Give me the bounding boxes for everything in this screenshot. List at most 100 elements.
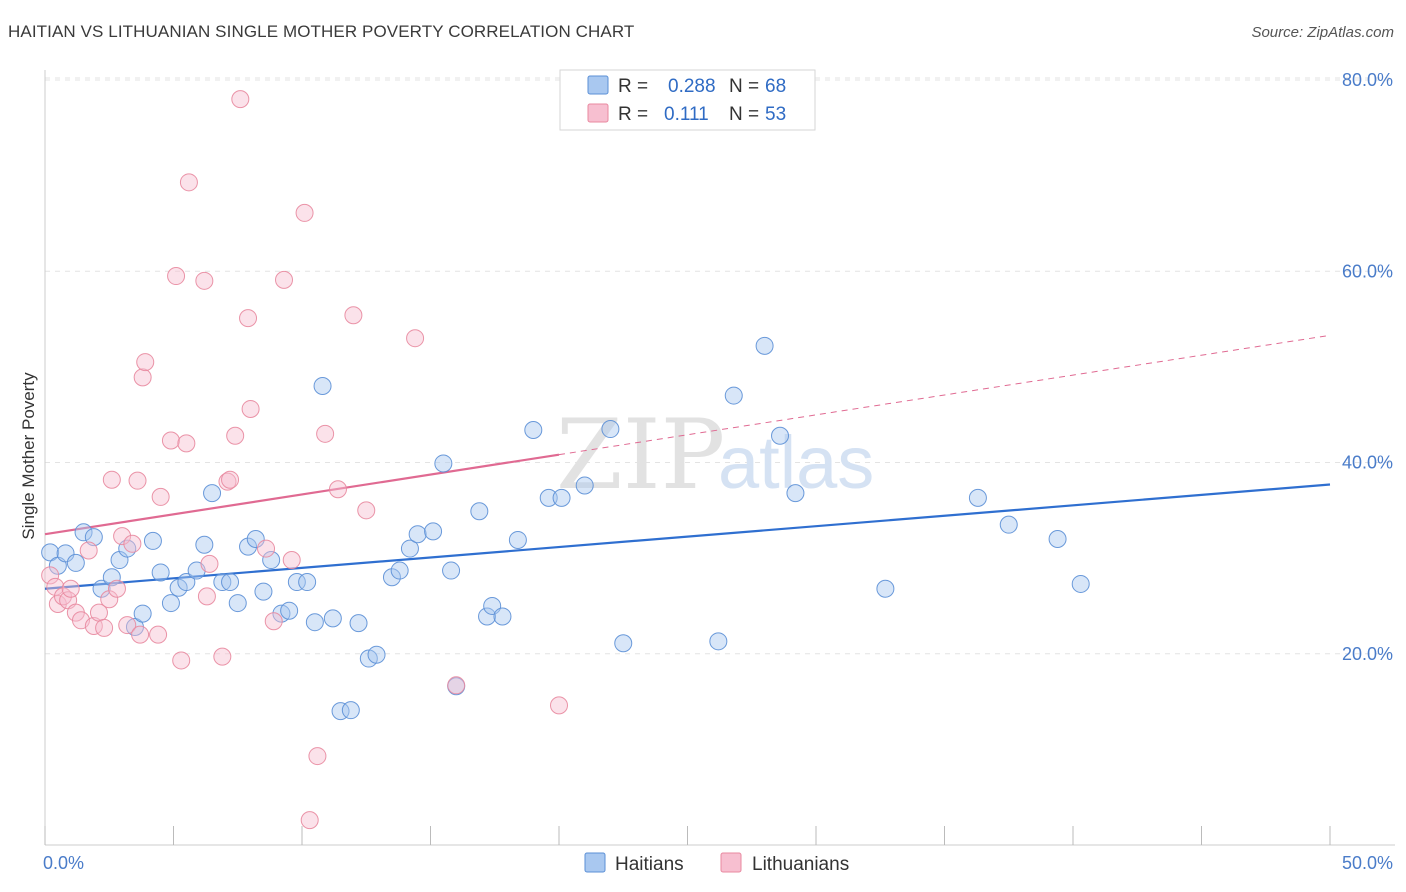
bottom-legend-label: Lithuanians xyxy=(752,854,849,875)
haitian-point xyxy=(84,528,103,547)
source-label: Source: ZipAtlas.com xyxy=(1251,24,1394,41)
haitian-point xyxy=(133,604,152,623)
haitian-point xyxy=(771,426,790,445)
x-tick-labels: 0.0% 50.0% xyxy=(43,853,1393,873)
haitian-point xyxy=(876,579,895,598)
lithuanian-point xyxy=(357,501,376,520)
haitian-point xyxy=(1048,530,1067,548)
y-tick-labels: 20.0% 40.0% 60.0% 80.0% xyxy=(1342,70,1393,664)
y-tick-label: 60.0% xyxy=(1342,261,1393,281)
watermark-atlas: atlas xyxy=(718,421,874,504)
lithuanian-point xyxy=(128,471,147,490)
lithuanian-point xyxy=(231,90,250,109)
y-axis-title: Single Mother Poverty xyxy=(19,372,38,540)
lithuanian-point xyxy=(131,625,150,644)
lithuanian-point xyxy=(300,811,319,830)
haitian-point xyxy=(262,551,281,570)
lithuanian-point xyxy=(102,470,121,489)
haitian-point xyxy=(41,543,60,562)
x-tick-label: 0.0% xyxy=(43,853,84,873)
haitian-point xyxy=(601,420,620,439)
chart-title: HAITIAN VS LITHUANIAN SINGLE MOTHER POVE… xyxy=(8,22,635,41)
lithuanian-point xyxy=(316,424,335,443)
haitian-point xyxy=(92,579,111,598)
legend-n-label: N = xyxy=(729,104,759,125)
haitian-point xyxy=(968,488,987,507)
lithuanian-point xyxy=(328,480,347,499)
haitian-point xyxy=(709,632,728,651)
y-tick-label: 40.0% xyxy=(1342,453,1393,473)
lithuanian-point xyxy=(282,551,301,570)
bottom-legend: Haitians Lithuanians xyxy=(584,852,849,875)
gridlines xyxy=(45,77,1395,655)
lithuanian-point xyxy=(133,368,152,387)
haitian-point xyxy=(161,594,180,613)
haitian-point xyxy=(298,573,317,592)
haitian-point xyxy=(195,535,214,554)
haitian-point xyxy=(305,613,324,632)
haitian-point xyxy=(478,607,497,626)
legend-swatch-lithuanians xyxy=(587,103,609,123)
haitian-point xyxy=(575,476,594,495)
haitian-point xyxy=(786,484,805,503)
haitian-point xyxy=(74,523,93,542)
lithuanian-point xyxy=(218,472,237,491)
haitian-point xyxy=(221,573,240,592)
haitian-point xyxy=(614,634,633,653)
lithuanian-point xyxy=(136,353,155,372)
haitian-point xyxy=(999,515,1018,534)
haitian-point xyxy=(539,488,558,507)
haitian-point xyxy=(203,484,222,503)
lithuanian-point xyxy=(172,651,191,670)
haitian-point xyxy=(755,336,774,355)
lithuanian-point xyxy=(177,434,196,453)
bottom-legend-swatch-haitians xyxy=(584,852,606,873)
lithuanian-point xyxy=(200,554,219,573)
bottom-legend-label: Haitians xyxy=(615,854,684,875)
haitian-point xyxy=(66,553,85,572)
legend-r-value: 0.288 xyxy=(668,76,716,97)
y-tick-label: 20.0% xyxy=(1342,644,1393,664)
lithuanian-point xyxy=(257,539,276,558)
haitian-point xyxy=(143,531,162,550)
lithuanian-point xyxy=(179,173,198,192)
lithuanian-point xyxy=(406,329,425,348)
lithuanian-point xyxy=(197,587,216,606)
lithuanian-point xyxy=(61,579,80,598)
legend-n-value: 68 xyxy=(765,76,786,97)
lithuanian-point xyxy=(46,577,65,596)
haitian-point xyxy=(228,594,247,613)
legend-r-value: 0.111 xyxy=(664,104,709,125)
lithuanian-point xyxy=(344,306,363,325)
watermark-zip: ZIP xyxy=(556,399,725,511)
haitian-point xyxy=(151,563,170,582)
haitian-point xyxy=(408,525,427,544)
haitian-point xyxy=(349,614,368,633)
haitian-point xyxy=(552,488,571,507)
haitian-point xyxy=(177,573,196,592)
haitian-point xyxy=(367,645,386,664)
legend-box: R = 0.288 N = 68 R = 0.111 N = 53 xyxy=(559,69,816,131)
bottom-legend-swatch-lithuanians xyxy=(720,852,742,873)
lithuanian-point xyxy=(275,270,294,289)
y-tick-label: 80.0% xyxy=(1342,70,1393,90)
haitian-point xyxy=(254,582,273,601)
lithuanian-point xyxy=(161,431,180,450)
haitian-point xyxy=(382,568,401,587)
lithuanian-point xyxy=(447,676,466,695)
haitian-point xyxy=(434,454,453,473)
haitian-point xyxy=(331,702,350,721)
haitian-point xyxy=(1071,574,1090,593)
lithuanian-point xyxy=(167,267,186,286)
haitian-point xyxy=(470,502,489,521)
lithuanian-point xyxy=(41,566,60,585)
trend-line-lithuanians xyxy=(44,453,560,536)
lithuanian-point xyxy=(107,579,126,598)
trend-line-haitians xyxy=(44,483,1331,590)
haitian-point xyxy=(323,609,342,628)
lithuanian-point xyxy=(149,625,168,644)
lithuanian-point xyxy=(221,470,240,489)
legend-n-label: N = xyxy=(729,76,759,97)
haitian-point xyxy=(390,561,409,580)
